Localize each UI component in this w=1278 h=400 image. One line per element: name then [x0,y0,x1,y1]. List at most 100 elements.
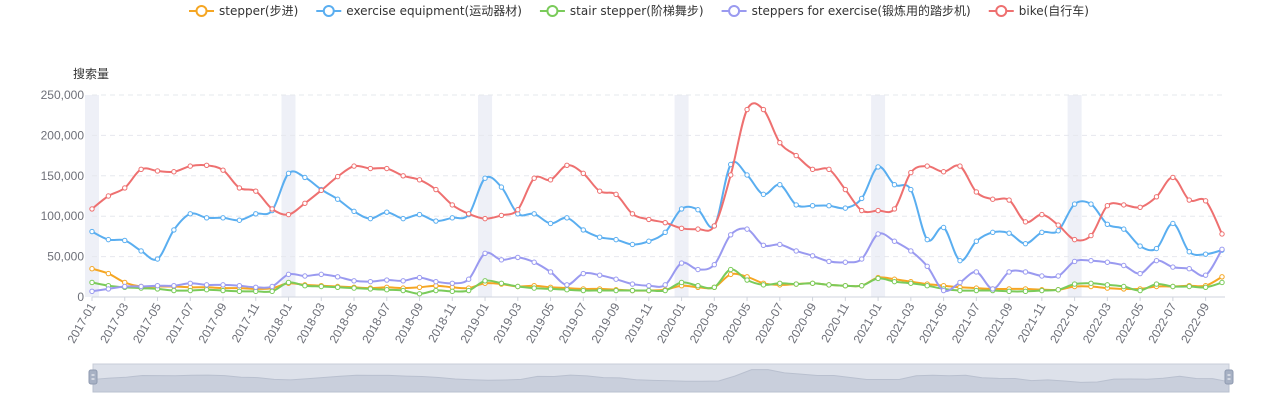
data-point[interactable] [695,282,701,289]
data-point[interactable] [859,256,865,262]
data-point[interactable] [416,274,423,281]
data-point[interactable] [564,162,570,168]
data-point[interactable] [498,184,505,190]
data-point[interactable] [515,207,521,213]
data-point[interactable] [662,287,668,294]
data-point[interactable] [433,278,439,285]
data-point[interactable] [465,276,472,282]
data-point[interactable] [236,282,243,289]
data-point[interactable] [187,211,193,217]
data-point[interactable] [384,209,390,215]
data-point[interactable] [203,282,210,288]
data-point[interactable] [777,241,783,248]
data-point[interactable] [809,166,816,173]
data-point[interactable] [285,170,292,177]
data-point[interactable] [547,286,554,292]
data-point[interactable] [744,226,750,232]
data-point[interactable] [695,266,701,273]
data-point[interactable] [1186,283,1192,290]
data-point[interactable] [678,279,685,286]
data-point[interactable] [760,191,767,198]
data-point[interactable] [1071,201,1078,207]
data-point[interactable] [547,177,554,183]
data-point[interactable] [269,206,275,212]
data-point[interactable] [646,282,652,289]
data-point[interactable] [187,280,193,286]
data-point[interactable] [89,228,95,235]
data-point[interactable] [1071,281,1078,287]
data-point[interactable] [334,173,341,180]
data-point[interactable] [482,215,488,222]
data-point[interactable] [1022,288,1029,295]
data-point[interactable] [973,238,980,244]
data-point[interactable] [318,271,324,278]
data-point[interactable] [1055,287,1061,293]
data-point[interactable] [793,202,799,208]
data-point[interactable] [646,238,652,244]
data-point[interactable] [711,284,718,291]
data-point[interactable] [384,287,390,293]
data-point[interactable] [498,280,505,286]
data-point[interactable] [613,236,619,243]
data-point[interactable] [1088,232,1094,239]
data-point[interactable] [1039,273,1045,279]
data-point[interactable] [498,212,505,219]
data-point[interactable] [285,271,292,278]
data-point[interactable] [253,188,259,194]
data-point[interactable] [1202,198,1209,204]
data-point[interactable] [957,257,963,264]
data-point[interactable] [220,167,226,173]
data-point[interactable] [777,280,783,286]
data-point[interactable] [351,163,357,169]
data-point[interactable] [891,238,898,244]
data-point[interactable] [1088,257,1094,264]
data-point[interactable] [1170,174,1176,181]
data-point[interactable] [105,286,112,292]
data-point[interactable] [809,280,816,286]
data-point[interactable] [1186,197,1192,203]
data-point[interactable] [302,200,308,206]
data-point[interactable] [1170,283,1176,290]
data-point[interactable] [1039,287,1045,294]
data-point[interactable] [220,215,226,221]
data-point[interactable] [465,211,472,217]
data-point[interactable] [433,186,439,193]
data-point[interactable] [416,177,423,183]
data-point[interactable] [236,217,243,223]
data-point[interactable] [629,211,636,217]
data-point[interactable] [138,283,144,290]
data-point[interactable] [203,162,210,168]
data-point[interactable] [596,287,603,294]
data-point[interactable] [138,166,144,173]
data-point[interactable] [89,266,95,272]
data-point[interactable] [1121,226,1127,232]
data-point[interactable] [531,285,537,291]
data-point[interactable] [973,287,980,294]
data-point[interactable] [433,287,439,294]
data-point[interactable] [1104,282,1111,288]
data-point[interactable] [416,291,423,297]
data-point[interactable] [416,211,423,218]
data-point[interactable] [891,206,898,212]
data-point[interactable] [400,215,406,222]
data-point[interactable] [384,277,390,283]
data-point[interactable] [334,274,341,280]
data-point[interactable] [318,187,324,194]
data-point[interactable] [400,278,406,284]
data-point[interactable] [596,234,603,240]
data-point[interactable] [940,224,947,231]
data-point[interactable] [253,211,259,217]
data-point[interactable] [302,282,308,289]
data-point[interactable] [1137,243,1143,249]
data-point[interactable] [662,219,668,226]
data-point[interactable] [580,287,587,294]
data-point[interactable] [744,277,750,283]
data-point[interactable] [875,207,881,214]
data-point[interactable] [1022,240,1029,247]
data-point[interactable] [105,270,112,277]
data-point[interactable] [220,287,226,294]
data-point[interactable] [875,164,881,170]
data-point[interactable] [596,188,603,194]
data-point[interactable] [580,170,587,177]
data-point[interactable] [711,223,718,229]
